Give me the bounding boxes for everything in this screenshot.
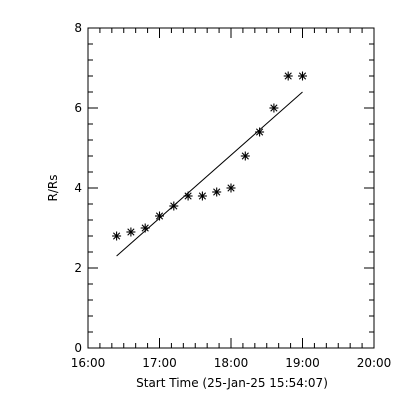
x-tick-label: 17:00	[142, 356, 177, 370]
x-tick-label: 16:00	[71, 356, 106, 370]
y-tick-label: 2	[74, 261, 82, 275]
plot-frame	[87, 27, 375, 349]
y-axis-title: R/Rs	[46, 175, 60, 202]
x-tick-label: 20:00	[357, 356, 392, 370]
x-tick-label: 18:00	[214, 356, 249, 370]
data-point	[197, 191, 207, 201]
data-point	[212, 187, 222, 197]
data-point	[269, 103, 279, 113]
y-tick-label: 0	[74, 341, 82, 355]
y-tick-label: 4	[74, 181, 82, 195]
y-tick-labels: 0 2 4 6 8	[74, 21, 82, 355]
data-point	[169, 201, 179, 211]
x-tick-labels: 16:00 17:00 18:00 19:00 20:00	[71, 356, 392, 370]
data-point	[155, 211, 164, 221]
data-point	[240, 151, 250, 161]
data-points	[112, 71, 307, 241]
linear-fit-line	[116, 91, 303, 257]
data-point	[126, 227, 136, 237]
data-point	[283, 71, 293, 81]
y-tick-label: 6	[74, 101, 82, 115]
x-tick-label: 19:00	[285, 356, 320, 370]
data-point	[140, 223, 150, 233]
data-point	[226, 183, 236, 193]
data-point	[255, 127, 265, 137]
data-point	[112, 231, 122, 241]
x-axis-title: Start Time (25-Jan-25 15:54:07)	[136, 376, 328, 390]
data-point	[183, 191, 193, 201]
y-tick-label: 8	[74, 21, 82, 35]
data-point	[298, 71, 307, 81]
